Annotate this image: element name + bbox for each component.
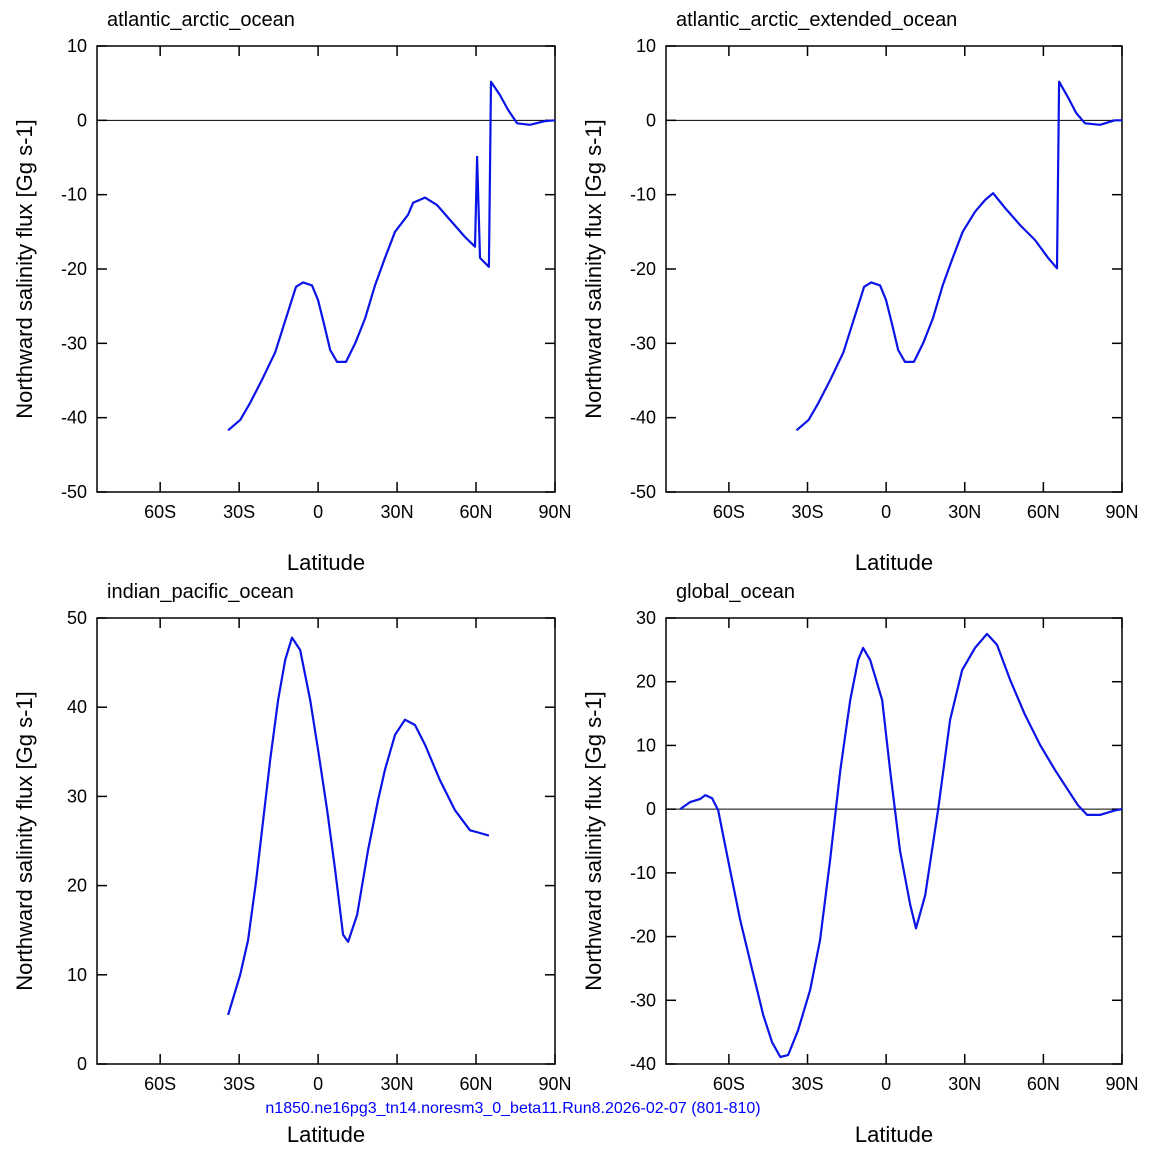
y-tick-label: 30	[636, 608, 656, 628]
x-tick-label: 90N	[1105, 502, 1138, 522]
y-tick-label: -10	[630, 863, 656, 883]
data-line	[795, 80, 1122, 432]
x-tick-label: 60N	[460, 502, 493, 522]
y-tick-label: 0	[646, 799, 656, 819]
y-tick-label: -30	[61, 333, 87, 353]
x-tick-label: 30S	[792, 502, 824, 522]
x-tick-label: 60S	[713, 502, 745, 522]
x-axis-label: Latitude	[287, 1122, 365, 1147]
x-tick-label: 30S	[223, 502, 255, 522]
x-tick-label: 0	[313, 1074, 323, 1094]
x-tick-label: 90N	[1105, 1074, 1138, 1094]
y-tick-label: -50	[61, 482, 87, 502]
y-tick-label: 10	[636, 36, 656, 56]
x-tick-label: 0	[313, 502, 323, 522]
y-axis-label: Northward salinity flux [Gg s-1]	[581, 119, 606, 419]
x-axis-label: Latitude	[855, 550, 933, 575]
x-tick-label: 60N	[1027, 502, 1060, 522]
x-tick-label: 90N	[538, 502, 571, 522]
y-tick-label: 30	[67, 786, 87, 806]
data-line	[227, 80, 556, 432]
x-tick-label: 30N	[948, 502, 981, 522]
x-axis-label: Latitude	[855, 1122, 933, 1147]
y-tick-label: -50	[630, 482, 656, 502]
y-tick-label: -10	[630, 185, 656, 205]
y-tick-label: 0	[77, 1054, 87, 1074]
x-tick-label: 30S	[223, 1074, 255, 1094]
x-tick-label: 0	[881, 502, 891, 522]
data-line	[227, 636, 490, 1016]
y-tick-label: 10	[67, 965, 87, 985]
y-tick-label: -40	[630, 1054, 656, 1074]
y-tick-label: 0	[77, 110, 87, 130]
x-tick-label: 60N	[1027, 1074, 1060, 1094]
x-tick-label: 30N	[948, 1074, 981, 1094]
data-line	[679, 632, 1123, 1059]
y-tick-label: -10	[61, 185, 87, 205]
panel-title: atlantic_arctic_extended_ocean	[676, 9, 957, 31]
y-tick-label: -30	[630, 333, 656, 353]
x-tick-label: 0	[881, 1074, 891, 1094]
y-tick-label: -30	[630, 990, 656, 1010]
y-tick-label: -20	[630, 259, 656, 279]
y-axis-label: Northward salinity flux [Gg s-1]	[12, 119, 37, 419]
y-tick-label: -20	[61, 259, 87, 279]
panel: indian_pacific_ocean 50 40 30 20 10 0 60S 30S 0 30…	[12, 581, 572, 1147]
y-tick-label: -40	[61, 408, 87, 428]
y-tick-label: -20	[630, 927, 656, 947]
x-tick-label: 60N	[460, 1074, 493, 1094]
x-tick-label: 30N	[381, 1074, 414, 1094]
panel: atlantic_arctic_ocean 10 0 -10 -20 -30 -40 -50 6…	[12, 9, 572, 575]
x-tick-label: 60S	[144, 1074, 176, 1094]
panel-title: indian_pacific_ocean	[107, 581, 294, 603]
x-tick-label: 30S	[792, 1074, 824, 1094]
x-tick-label: 30N	[381, 502, 414, 522]
x-tick-label: 60S	[144, 502, 176, 522]
panel: atlantic_arctic_extended_ocean 10 0 -10 -20 -…	[581, 9, 1139, 575]
y-tick-label: 10	[636, 735, 656, 755]
plot-frame	[96, 45, 556, 493]
plot-frame	[665, 45, 1123, 493]
x-axis-label: Latitude	[287, 550, 365, 575]
x-tick-label: 60S	[713, 1074, 745, 1094]
x-tick-label: 90N	[538, 1074, 571, 1094]
y-tick-label: 20	[636, 672, 656, 692]
y-tick-label: 50	[67, 608, 87, 628]
y-axis-label: Northward salinity flux [Gg s-1]	[12, 691, 37, 991]
panel: global_ocean 30 20 10 0 -10 -20 -30 -40 60S 30S 0 30…	[581, 581, 1139, 1147]
y-tick-label: -40	[630, 408, 656, 428]
footer: n1850.ne16pg3_tn14.noresm3_0_beta11.Run8…	[265, 1100, 760, 1117]
panel-title: global_ocean	[676, 581, 795, 603]
panel-title: atlantic_arctic_ocean	[107, 9, 295, 31]
plot-frame	[665, 617, 1123, 1065]
y-tick-label: 20	[67, 876, 87, 896]
y-axis-label: Northward salinity flux [Gg s-1]	[581, 691, 606, 991]
y-tick-label: 40	[67, 697, 87, 717]
y-tick-label: 10	[67, 36, 87, 56]
plot-frame	[96, 617, 556, 1065]
y-tick-label: 0	[646, 110, 656, 130]
